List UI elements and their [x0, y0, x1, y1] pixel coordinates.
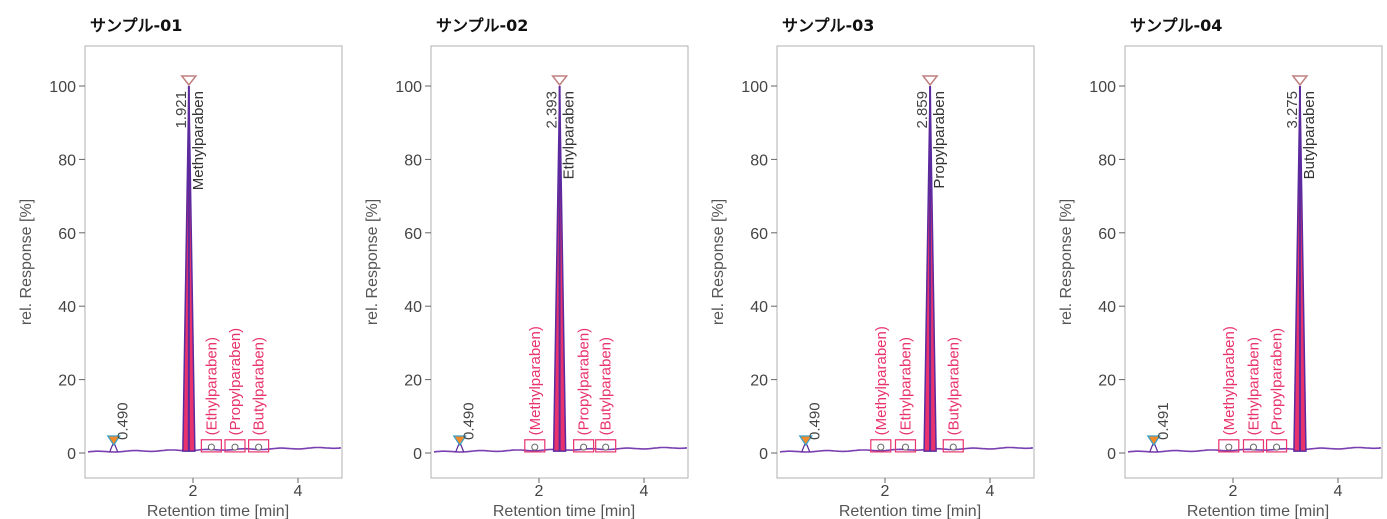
chromatogram-panel-3: サンプル-03 0 20 40 60 80 100 2 4 Retention time [min… — [692, 0, 1038, 519]
y-tick-label: 40 — [58, 299, 76, 316]
minor-peak-label: (Ethylparaben) — [203, 337, 220, 435]
peak-apex-marker — [182, 76, 196, 85]
minor-peak-marker — [902, 444, 908, 450]
y-tick-label: 20 — [750, 373, 768, 390]
y-tick-label: 0 — [759, 446, 768, 463]
peak-compound-label: Methylparaben — [190, 91, 207, 190]
y-tick-label: 0 — [1107, 446, 1116, 463]
minor-peak-label: (Butylparaben) — [945, 337, 962, 435]
minor-peak-label: (Methylparaben) — [1221, 326, 1238, 435]
x-axis-label: Retention time [min] — [493, 503, 635, 519]
x-axis-label: Retention time [min] — [839, 503, 981, 519]
peak-retention-time: 0.490 — [461, 402, 478, 440]
y-tick-label: 0 — [413, 446, 422, 463]
x-tick-label: 4 — [294, 483, 303, 500]
peak-compound-label: Ethylparaben — [561, 91, 578, 179]
minor-peak-label: (Butylparaben) — [251, 337, 268, 435]
y-tick-label: 100 — [1089, 79, 1116, 96]
minor-peak-label: (Ethylparaben) — [1245, 337, 1262, 435]
minor-peak-label: (Methylparaben) — [873, 326, 890, 435]
minor-peak-marker — [603, 444, 609, 450]
x-tick-label: 4 — [640, 483, 649, 500]
peak-retention-time: 0.491 — [1155, 402, 1172, 440]
peak-retention-time: 0.490 — [807, 402, 824, 440]
minor-peak-marker — [256, 444, 262, 450]
peak-retention-time: 0.490 — [115, 402, 132, 440]
minor-peak-marker — [208, 444, 214, 450]
y-tick-label: 20 — [58, 373, 76, 390]
minor-peak-marker — [1226, 444, 1232, 450]
peak-retention-time: 2.859 — [914, 91, 931, 129]
chromatogram-panel-4: サンプル-04 0 20 40 60 80 100 2 4 Retention time [min… — [1040, 0, 1386, 519]
y-tick-label: 80 — [1098, 152, 1116, 169]
minor-peak-label: (Propylparaben) — [576, 328, 593, 436]
chromatogram-plot: 0 20 40 60 80 100 2 4 Retention time [min] rel. R… — [0, 0, 346, 519]
peak-apex-marker — [553, 76, 567, 85]
y-axis-label: rel. Response [%] — [18, 199, 35, 325]
y-tick-label: 40 — [750, 299, 768, 316]
minor-peak-label: (Propylparaben) — [227, 328, 244, 436]
y-axis-label: rel. Response [%] — [710, 199, 727, 325]
y-tick-label: 80 — [750, 152, 768, 169]
peak-apex-marker — [923, 76, 937, 85]
minor-peak-label: (Propylparaben) — [1269, 328, 1286, 436]
y-tick-label: 100 — [49, 79, 76, 96]
y-tick-label: 20 — [1098, 373, 1116, 390]
y-tick-label: 80 — [404, 152, 422, 169]
x-tick-label: 2 — [1229, 483, 1238, 500]
chromatogram-plot: 0 20 40 60 80 100 2 4 Retention time [min] rel. R… — [346, 0, 692, 519]
minor-peak-marker — [878, 444, 884, 450]
minor-peak-label: (Ethylparaben) — [897, 337, 914, 435]
y-axis-label: rel. Response [%] — [364, 199, 381, 325]
y-tick-label: 60 — [58, 226, 76, 243]
x-tick-label: 2 — [535, 483, 544, 500]
y-tick-label: 40 — [1098, 299, 1116, 316]
minor-peak-marker — [532, 444, 538, 450]
peak-apex-marker — [1293, 76, 1307, 85]
chromatogram-panel-1: サンプル-01 0 20 40 60 80 100 2 4 Retention time [min… — [0, 0, 346, 519]
peak-compound-label: Butylparaben — [1301, 91, 1318, 179]
x-tick-label: 4 — [1334, 483, 1343, 500]
chromatogram-plot: 0 20 40 60 80 100 2 4 Retention time [min] rel. R… — [692, 0, 1038, 519]
y-tick-label: 60 — [1098, 226, 1116, 243]
peak-retention-time: 2.393 — [544, 91, 561, 129]
minor-peak-marker — [1274, 444, 1280, 450]
y-tick-label: 80 — [58, 152, 76, 169]
minor-peak-marker — [581, 444, 587, 450]
peak-retention-time: 3.275 — [1284, 91, 1301, 129]
y-tick-label: 40 — [404, 299, 422, 316]
y-tick-label: 60 — [404, 226, 422, 243]
y-tick-label: 0 — [67, 446, 76, 463]
x-tick-label: 2 — [881, 483, 890, 500]
minor-peak-label: (Butylparaben) — [598, 337, 615, 435]
peak-retention-time: 1.921 — [173, 91, 190, 129]
peak-compound-label: Propylparaben — [931, 91, 948, 189]
x-tick-label: 2 — [189, 483, 198, 500]
minor-peak-marker — [232, 444, 238, 450]
chromatogram-plot: 0 20 40 60 80 100 2 4 Retention time [min] rel. R… — [1040, 0, 1386, 519]
x-axis-label: Retention time [min] — [1187, 503, 1329, 519]
y-tick-label: 20 — [404, 373, 422, 390]
y-axis-label: rel. Response [%] — [1058, 199, 1075, 325]
x-tick-label: 4 — [986, 483, 995, 500]
minor-peak-label: (Methylparaben) — [527, 326, 544, 435]
minor-peak-marker — [950, 444, 956, 450]
x-axis-label: Retention time [min] — [147, 503, 289, 519]
y-tick-label: 60 — [750, 226, 768, 243]
minor-peak-marker — [1250, 444, 1256, 450]
y-tick-label: 100 — [741, 79, 768, 96]
y-tick-label: 100 — [395, 79, 422, 96]
chromatogram-panel-2: サンプル-02 0 20 40 60 80 100 2 4 Retention time [min… — [346, 0, 692, 519]
